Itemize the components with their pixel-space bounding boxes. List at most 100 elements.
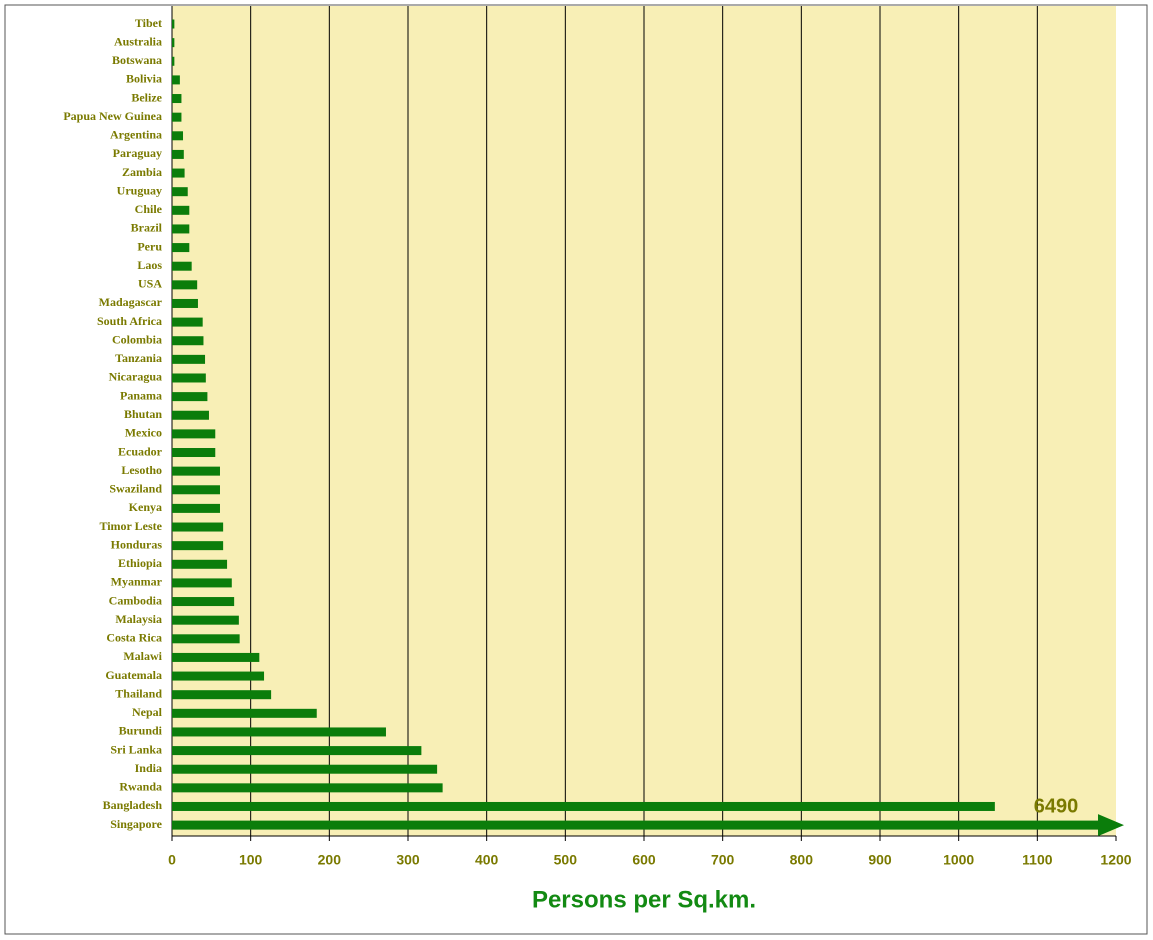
y-tick-label: Bhutan [124, 407, 162, 421]
y-tick-label: Ethiopia [118, 556, 162, 570]
y-tick-label: Tanzania [115, 351, 162, 365]
data-label: 6490 [1034, 795, 1079, 817]
y-tick-label: Nepal [132, 705, 163, 719]
y-tick-label: Lesotho [121, 463, 162, 477]
bar [172, 541, 224, 551]
bar [172, 75, 180, 85]
x-tick-label: 700 [711, 852, 735, 868]
y-tick-label: Tibet [135, 16, 162, 30]
y-tick-label: Malawi [123, 649, 162, 663]
y-tick-label: Chile [135, 202, 163, 216]
bar [172, 634, 240, 644]
bar [172, 243, 190, 253]
y-tick-label: Thailand [115, 686, 162, 700]
y-tick-label: Bolivia [126, 72, 162, 86]
bar [172, 94, 182, 104]
y-tick-label: Ecuador [118, 444, 163, 458]
bar [172, 373, 206, 383]
y-tick-label: USA [138, 277, 162, 291]
bar [172, 615, 239, 625]
y-tick-label: Burundi [119, 724, 163, 738]
y-tick-label: Panama [120, 388, 162, 402]
y-tick-label: Peru [137, 239, 162, 253]
bar [172, 727, 386, 737]
bar [172, 503, 220, 513]
bar [172, 224, 190, 234]
x-tick-label: 400 [475, 852, 499, 868]
y-tick-label: Honduras [111, 537, 163, 551]
y-tick-label: Papua New Guinea [63, 109, 162, 123]
x-tick-label: 100 [239, 852, 263, 868]
y-tick-label: Australia [114, 34, 162, 48]
y-tick-label: Costa Rica [106, 631, 162, 645]
y-tick-label: Colombia [112, 332, 162, 346]
bar [172, 205, 190, 215]
bar [172, 56, 175, 66]
bar [172, 764, 438, 774]
x-tick-label: 800 [790, 852, 814, 868]
bar [172, 149, 184, 159]
y-tick-label: Nicaragua [109, 370, 162, 384]
x-tick-label: 300 [396, 852, 420, 868]
x-axis-title: Persons per Sq.km. [532, 886, 756, 913]
y-tick-label: Laos [137, 258, 162, 272]
y-tick-label: South Africa [97, 314, 162, 328]
y-tick-label: Mexico [125, 426, 162, 440]
y-tick-label: Cambodia [109, 593, 162, 607]
y-tick-label: Zambia [122, 165, 162, 179]
x-tick-label: 900 [868, 852, 892, 868]
bar [172, 336, 204, 346]
bar [172, 448, 216, 458]
y-tick-label: Madagascar [99, 295, 163, 309]
bar [172, 820, 1100, 830]
bar [172, 410, 209, 420]
y-tick-label: Sri Lanka [110, 742, 162, 756]
bar [172, 485, 220, 495]
bar [172, 19, 175, 29]
y-tick-label: Swaziland [109, 482, 162, 496]
bar [172, 690, 272, 700]
y-tick-label: Argentina [110, 128, 162, 142]
bar [172, 261, 192, 271]
bar [172, 671, 265, 681]
x-tick-label: 500 [554, 852, 578, 868]
overflow-arrow [1098, 814, 1124, 837]
x-tick-label: 200 [318, 852, 342, 868]
bar [172, 131, 184, 141]
bar [172, 522, 224, 532]
x-tick-label: 0 [168, 852, 176, 868]
bar [172, 652, 260, 662]
y-tick-label: Rwanda [119, 780, 162, 794]
bar [172, 429, 216, 439]
bar [172, 112, 182, 122]
x-tick-label: 1200 [1100, 852, 1131, 868]
y-tick-label: Brazil [131, 221, 163, 235]
bar [172, 801, 995, 811]
y-tick-label: Paraguay [113, 146, 162, 160]
y-tick-label: Singapore [110, 817, 162, 831]
y-tick-label: Myanmar [111, 575, 163, 589]
y-tick-label: Guatemala [105, 668, 162, 682]
bar [172, 298, 198, 308]
y-tick-label: Timor Leste [99, 519, 162, 533]
y-tick-label: Kenya [129, 500, 162, 514]
bar [172, 466, 220, 476]
y-tick-label: Uruguay [117, 183, 162, 197]
bar [172, 187, 188, 197]
bar [172, 578, 232, 588]
y-tick-label: Botswana [112, 53, 162, 67]
bar [172, 597, 235, 607]
bar [172, 317, 203, 327]
bar [172, 746, 422, 756]
y-tick-label: Belize [131, 90, 162, 104]
bar [172, 559, 228, 569]
y-tick-label: India [135, 761, 162, 775]
bar [172, 354, 206, 364]
x-tick-label: 1100 [1022, 852, 1053, 868]
x-tick-label: 600 [632, 852, 656, 868]
bar [172, 783, 443, 793]
bar [172, 38, 175, 48]
bar [172, 708, 317, 718]
bar [172, 392, 208, 402]
